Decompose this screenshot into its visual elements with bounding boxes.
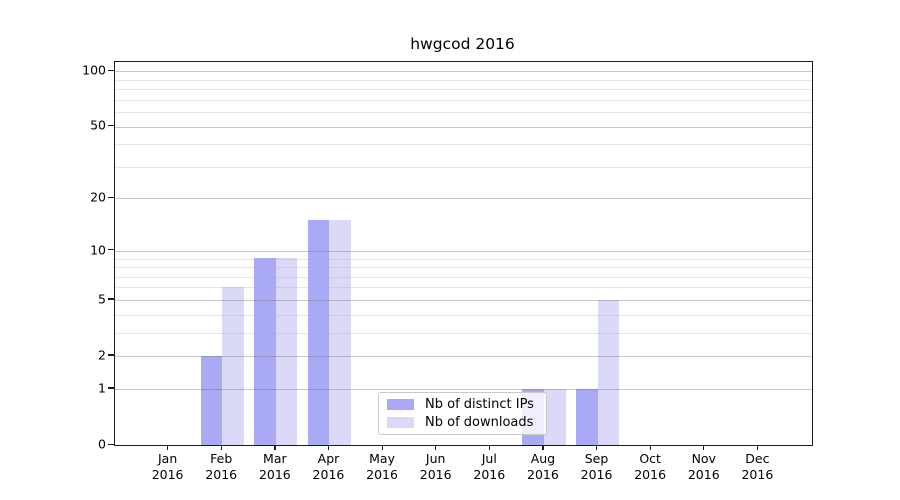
ytick-label-50: 50	[90, 117, 106, 133]
xtick-mark-aug	[542, 445, 544, 450]
gridline-minor-40	[115, 144, 812, 146]
plot-area	[114, 61, 813, 446]
bar-feb-downloads	[222, 287, 244, 445]
legend-label-distinct-ips: Nb of distinct IPs	[425, 397, 534, 413]
ytick-mark-2	[108, 354, 114, 356]
xtick-mark-oct	[649, 445, 651, 450]
ytick-mark-1	[108, 387, 114, 389]
gridline-minor-70	[115, 99, 812, 101]
xtick-mark-nov	[703, 445, 705, 450]
ytick-label-10: 10	[90, 242, 106, 258]
ytick-label-20: 20	[90, 189, 106, 205]
xtick-label-sep: Sep 2016	[580, 451, 613, 482]
legend: Nb of distinct IPs Nb of downloads	[378, 392, 547, 435]
bar-mar-downloads	[275, 258, 298, 445]
grid-layer	[115, 62, 812, 445]
gridline-minor-30	[115, 166, 812, 168]
gridline-20	[115, 198, 812, 200]
legend-item-distinct-ips: Nb of distinct IPs	[379, 397, 546, 413]
bar-apr-downloads	[329, 220, 352, 445]
xtick-label-jul: Jul 2016	[473, 451, 506, 482]
gridline-100	[115, 71, 812, 73]
xtick-label-jun: Jun 2016	[419, 451, 452, 482]
xtick-mark-apr	[327, 445, 330, 450]
ytick-mark-20	[108, 196, 114, 199]
ytick-mark-10	[108, 249, 114, 251]
xtick-mark-dec	[756, 445, 759, 450]
ytick-mark-5	[108, 298, 114, 300]
gridline-minor-7	[115, 276, 812, 278]
gridline-2	[115, 356, 812, 357]
ytick-mark-100	[108, 69, 114, 71]
gridline-minor-3	[115, 332, 812, 334]
gridline-minor-8	[115, 267, 812, 268]
ytick-label-1: 1	[98, 380, 106, 396]
xtick-mark-sep	[596, 445, 598, 450]
gridline-1	[115, 388, 812, 390]
legend-item-downloads: Nb of downloads	[379, 414, 546, 430]
xtick-label-feb: Feb 2016	[205, 451, 238, 482]
bar-feb-distinct-ips	[200, 355, 223, 445]
gridline-5	[115, 299, 812, 301]
xtick-label-apr: Apr 2016	[312, 451, 345, 482]
gridline-minor-4	[115, 314, 812, 316]
ytick-mark-50	[108, 124, 114, 127]
gridline-minor-9	[115, 258, 812, 260]
xtick-label-jan: Jan 2016	[151, 451, 184, 482]
gridline-minor-6	[115, 287, 812, 289]
gridline-minor-90	[115, 79, 812, 81]
gridline-minor-60	[115, 111, 812, 113]
xtick-label-may: May 2016	[366, 451, 398, 482]
xtick-mark-feb	[220, 445, 222, 450]
ytick-label-100: 100	[82, 62, 106, 78]
xtick-label-aug: Aug 2016	[527, 451, 559, 482]
xtick-label-dec: Dec 2016	[741, 451, 774, 482]
ytick-label-2: 2	[98, 347, 106, 363]
gridline-50	[115, 126, 812, 128]
gridline-minor-80	[115, 89, 812, 90]
chart-title: hwgcod 2016	[410, 35, 515, 53]
xtick-mark-jul	[488, 445, 490, 450]
legend-swatch-distinct-ips	[387, 399, 414, 410]
bar-apr-distinct-ips	[307, 220, 330, 445]
bar-aug-downloads	[543, 388, 566, 445]
legend-swatch-downloads	[387, 417, 414, 428]
ytick-mark-0	[108, 443, 114, 445]
xtick-label-oct: Oct 2016	[634, 451, 667, 482]
bar-sep-downloads	[597, 299, 620, 445]
ytick-label-0: 0	[98, 436, 106, 452]
xtick-mark-may	[381, 445, 383, 450]
bar-sep-distinct-ips	[575, 388, 598, 445]
xtick-mark-jun	[435, 445, 437, 450]
xtick-label-nov: Nov 2016	[687, 451, 720, 482]
ytick-label-5: 5	[98, 291, 106, 307]
bar-mar-distinct-ips	[254, 258, 276, 445]
legend-label-downloads: Nb of downloads	[425, 414, 534, 430]
xtick-mark-mar	[274, 445, 276, 450]
xtick-mark-jan	[167, 445, 169, 450]
gridline-10	[115, 250, 812, 252]
xtick-label-mar: Mar 2016	[258, 451, 291, 482]
